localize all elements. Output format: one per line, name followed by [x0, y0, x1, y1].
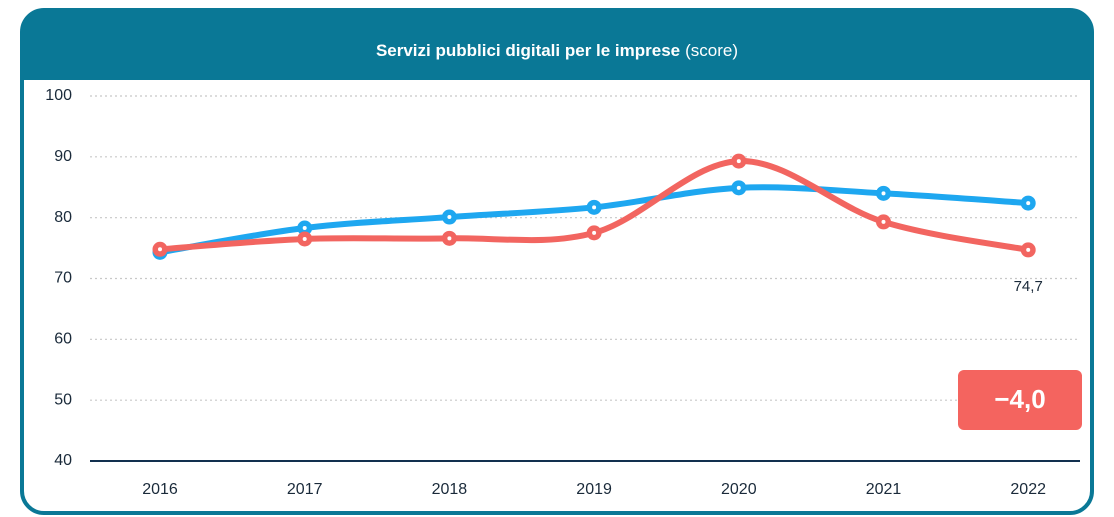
y-tick-label: 70: [54, 270, 72, 287]
y-tick-label: 90: [54, 148, 72, 165]
point-center: [302, 236, 307, 241]
x-tick-label: 2020: [721, 481, 757, 498]
y-tick-label: 60: [54, 331, 72, 348]
point-center: [302, 226, 307, 231]
grid: [90, 95, 1080, 462]
y-tick-label: 100: [45, 87, 72, 104]
badge-text: −4,0: [994, 384, 1045, 414]
point-center: [592, 205, 597, 210]
x-tick-label: 2019: [576, 481, 612, 498]
point-center: [158, 247, 162, 252]
x-tick-label: 2017: [287, 481, 323, 498]
point-center: [592, 230, 597, 235]
subtitle: (score): [685, 41, 738, 60]
data-label: 74,7: [1014, 278, 1043, 295]
chart-title: Servizi pubblici digitali per le imprese…: [376, 41, 738, 60]
point-center: [881, 219, 886, 224]
point-center: [881, 191, 886, 196]
point-center: [736, 185, 741, 190]
card: [20, 8, 1094, 515]
plot: [152, 153, 1036, 260]
x-tick-label: 2016: [142, 481, 178, 498]
point-center: [447, 215, 452, 220]
x-tick-label: 2018: [432, 481, 468, 498]
y-tick-label: 80: [54, 209, 72, 226]
point-center: [736, 159, 741, 164]
header: [22, 10, 1092, 80]
title: Servizi pubblici digitali per le imprese: [376, 41, 680, 60]
point-center: [1026, 201, 1031, 206]
x-tick-label: 2022: [1010, 481, 1046, 498]
badge: [958, 370, 1082, 430]
y-tick-label: 50: [54, 391, 72, 408]
y-tick-label: 40: [54, 452, 72, 469]
x-tick-label: 2021: [866, 481, 902, 498]
point-center: [1026, 247, 1031, 252]
point-center: [447, 236, 452, 241]
